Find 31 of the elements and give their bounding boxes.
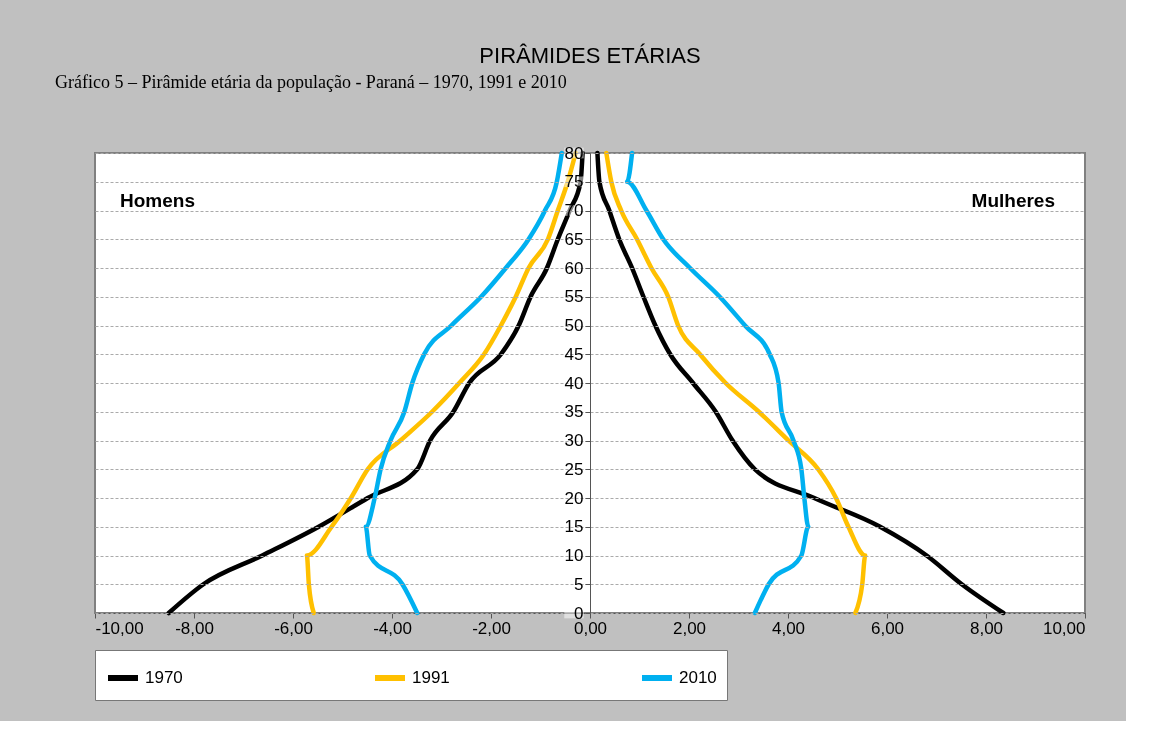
x-tick-label: -6,00	[274, 618, 313, 638]
x-tick-label: -10,00	[95, 618, 144, 638]
y-tick-label: 5	[574, 574, 584, 594]
x-tick-label: 10,00	[1042, 618, 1086, 638]
x-tick-label: 4,00	[771, 618, 806, 638]
x-tick-label: 8,00	[969, 618, 1004, 638]
x-tick-label: 6,00	[870, 618, 905, 638]
x-tick-label: -8,00	[175, 618, 214, 638]
y-tick-label: 35	[564, 402, 584, 422]
x-tick-label: 2,00	[672, 618, 707, 638]
y-tick-label: 60	[564, 258, 584, 278]
legend-label: 2010	[679, 668, 717, 687]
y-tick-label: 45	[564, 344, 584, 364]
y-tick-label: 75	[564, 172, 584, 192]
y-tick-label: 30	[564, 431, 584, 450]
text: Gráfico 5 – Pirâmide etária da população - Paraná – 1970, 1991 e 2010	[55, 72, 567, 92]
y-tick-label: 65	[564, 229, 584, 249]
y-tick-label: 10	[564, 546, 584, 565]
y-tick-label: 40	[564, 373, 584, 393]
x-tick-label: -4,00	[373, 618, 412, 638]
legend-label: 1970	[145, 668, 183, 687]
chart-title: PIRÂMIDES ETÁRIAS	[479, 43, 701, 68]
y-tick-label: 15	[564, 517, 584, 537]
x-tick-label: -2,00	[472, 618, 511, 638]
annotation: Homens	[120, 190, 195, 211]
y-tick-label: 55	[564, 287, 584, 307]
annotation: Mulheres	[971, 190, 1055, 211]
y-tick-label: 20	[564, 488, 584, 508]
y-tick-label: 50	[564, 316, 584, 335]
y-tick-label: 25	[564, 459, 584, 479]
legend-label: 1991	[412, 668, 450, 687]
